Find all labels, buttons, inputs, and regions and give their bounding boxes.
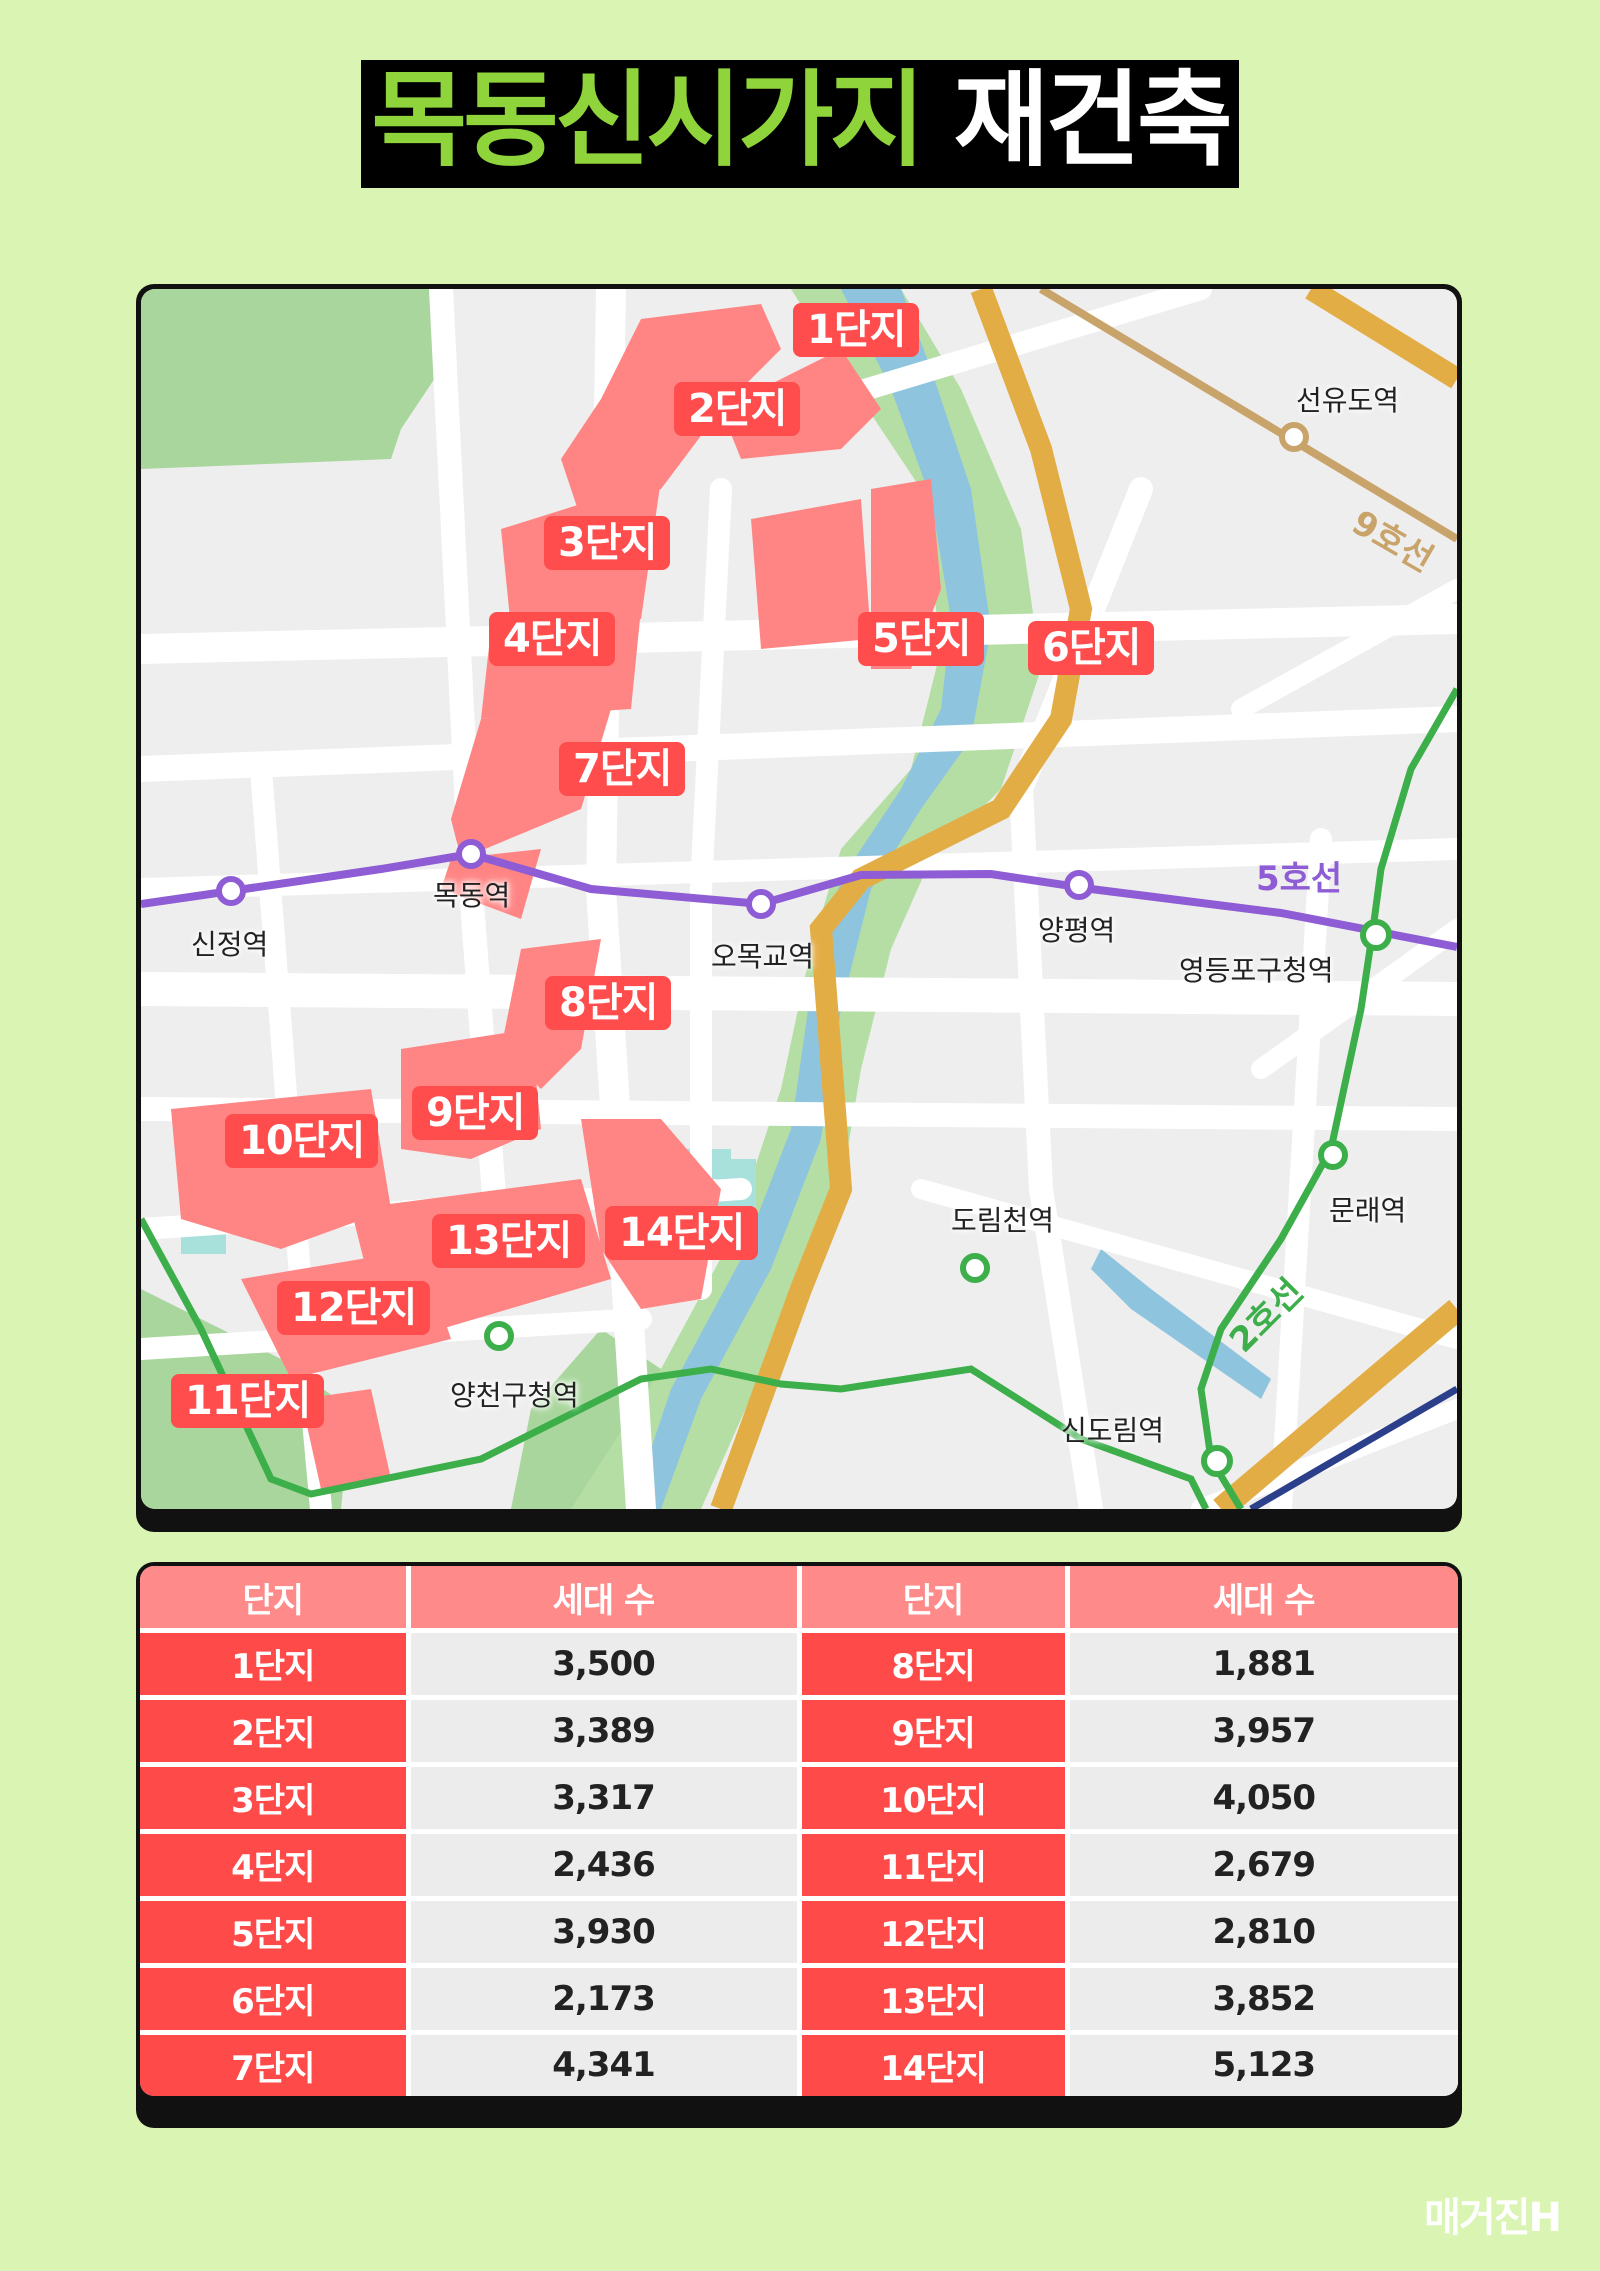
header-complex-left: 단지 (140, 1566, 411, 1633)
complex-name: 9단지 (799, 1697, 1070, 1767)
complex-name: 10단지 (799, 1764, 1070, 1834)
line-1-track (1305, 289, 1457, 389)
complex-name: 12단지 (799, 1898, 1070, 1968)
household-count: 4,050 (1067, 1764, 1458, 1834)
station-marker-omokgyo (746, 889, 776, 919)
stream (1091, 1249, 1271, 1399)
line-blue-track (1249, 1385, 1457, 1509)
station-label-mokdong: 목동역 (433, 879, 511, 912)
household-count: 2,810 (1067, 1898, 1458, 1968)
line-2-branch (1197, 687, 1457, 1509)
household-count: 3,852 (1067, 1965, 1458, 2035)
station-label-omokgyo: 오목교역 (711, 940, 815, 973)
map-view: 1단지 2단지 3단지 4단지 5단지 6단지 7단지 8단지 9단지 10단지… (141, 289, 1457, 1509)
complex-name: 6단지 (140, 1965, 411, 2035)
station-label-yangcheon-gu-office: 양천구청역 (450, 1379, 579, 1412)
station-marker-sinjeong (216, 876, 246, 906)
household-count: 3,930 (408, 1898, 802, 1968)
complex-tag-13[interactable]: 13단지 (432, 1214, 586, 1268)
table-row: 1단지 3,500 8단지 1,881 (140, 1630, 1458, 1700)
map-card: 1단지 2단지 3단지 4단지 5단지 6단지 7단지 8단지 9단지 10단지… (136, 284, 1462, 1532)
complex-tag-14[interactable]: 14단지 (605, 1206, 759, 1260)
household-count: 2,436 (408, 1831, 802, 1901)
title-highlight: 목동신시가지 (371, 59, 925, 181)
line-9-express (710, 289, 1093, 1509)
complex-tag-12[interactable]: 12단지 (277, 1281, 431, 1335)
complex-name: 11단지 (799, 1831, 1070, 1901)
line-label-5: 5호선 (1256, 859, 1343, 899)
household-table: 단지 세대 수 단지 세대 수 1단지 3,500 8단지 1,881 2단지 … (140, 1566, 1458, 2096)
park-area (141, 289, 441, 469)
station-label-sinjeong: 신정역 (191, 928, 269, 961)
complex-name: 8단지 (799, 1630, 1070, 1700)
complex-name: 13단지 (799, 1965, 1070, 2035)
table-row: 3단지 3,317 10단지 4,050 (140, 1764, 1458, 1834)
complex-tag-1[interactable]: 1단지 (793, 303, 920, 357)
station-label-mullae: 문래역 (1329, 1194, 1407, 1227)
header-complex-right: 단지 (799, 1566, 1070, 1633)
header-households-right: 세대 수 (1067, 1566, 1458, 1633)
complex-tag-6[interactable]: 6단지 (1028, 621, 1155, 675)
station-marker-seonyudo (1279, 422, 1309, 452)
complex-tag-4[interactable]: 4단지 (489, 612, 616, 666)
household-count: 3,389 (408, 1697, 802, 1767)
household-count: 3,500 (408, 1630, 802, 1700)
complex-tag-10[interactable]: 10단지 (225, 1114, 379, 1168)
station-marker-dorimcheon (960, 1253, 990, 1283)
line-2-track (141, 1217, 1210, 1509)
household-count: 1,881 (1067, 1630, 1458, 1700)
station-marker-mokdong (456, 839, 486, 869)
household-table-card: 단지 세대 수 단지 세대 수 1단지 3,500 8단지 1,881 2단지 … (136, 1562, 1462, 2128)
table-row: 4단지 2,436 11단지 2,679 (140, 1831, 1458, 1901)
complex-tag-8[interactable]: 8단지 (545, 976, 672, 1030)
station-label-seonyudo: 선유도역 (1296, 384, 1400, 417)
household-count: 5,123 (1067, 2032, 1458, 2096)
title-block: 목동신시가지 재건축 (0, 60, 1600, 188)
household-count: 3,957 (1067, 1697, 1458, 1767)
header-households-left: 세대 수 (408, 1566, 802, 1633)
station-marker-sindorim (1201, 1445, 1233, 1477)
station-marker-yeongdeungpo-gu-office (1360, 919, 1392, 951)
table-row: 5단지 3,930 12단지 2,810 (140, 1898, 1458, 1968)
station-label-yangpyeong: 양평역 (1038, 914, 1116, 947)
complex-tag-5[interactable]: 5단지 (858, 612, 985, 666)
station-label-dorimcheon: 도림천역 (951, 1204, 1055, 1237)
complex-tag-2[interactable]: 2단지 (674, 382, 801, 436)
complex-name: 2단지 (140, 1697, 411, 1767)
station-marker-mullae (1318, 1140, 1348, 1170)
household-count: 3,317 (408, 1764, 802, 1834)
table-row: 6단지 2,173 13단지 3,852 (140, 1965, 1458, 2035)
household-count: 2,679 (1067, 1831, 1458, 1901)
complex-name: 4단지 (140, 1831, 411, 1901)
household-count: 2,173 (408, 1965, 802, 2035)
complex-tag-3[interactable]: 3단지 (544, 516, 671, 570)
station-label-sindorim: 신도림역 (1061, 1414, 1165, 1447)
table-header-row: 단지 세대 수 단지 세대 수 (140, 1566, 1458, 1633)
brand-logo: 매거진H (1424, 2195, 1562, 2241)
page-title: 목동신시가지 재건축 (361, 59, 1239, 188)
complex-tag-7[interactable]: 7단지 (559, 742, 686, 796)
line-1-track (1213, 1299, 1457, 1509)
household-count: 4,341 (408, 2032, 802, 2096)
complex-tag-11[interactable]: 11단지 (171, 1374, 325, 1428)
complex-name: 1단지 (140, 1630, 411, 1700)
complex-name: 5단지 (140, 1898, 411, 1968)
table-row: 7단지 4,341 14단지 5,123 (140, 2032, 1458, 2096)
complex-name: 3단지 (140, 1764, 411, 1834)
station-marker-yangpyeong (1064, 870, 1094, 900)
complex-name: 14단지 (799, 2032, 1070, 2096)
household-table-wrap: 단지 세대 수 단지 세대 수 1단지 3,500 8단지 1,881 2단지 … (140, 1566, 1458, 2096)
station-label-yeongdeungpo-gu-office: 영등포구청역 (1179, 954, 1334, 987)
table-row: 2단지 3,389 9단지 3,957 (140, 1697, 1458, 1767)
station-marker-yangcheon-gu-office (484, 1321, 514, 1351)
title-rest: 재건축 (953, 59, 1233, 181)
complex-tag-9[interactable]: 9단지 (412, 1086, 539, 1140)
complex-name: 7단지 (140, 2032, 411, 2096)
line-9-track (1038, 289, 1457, 543)
